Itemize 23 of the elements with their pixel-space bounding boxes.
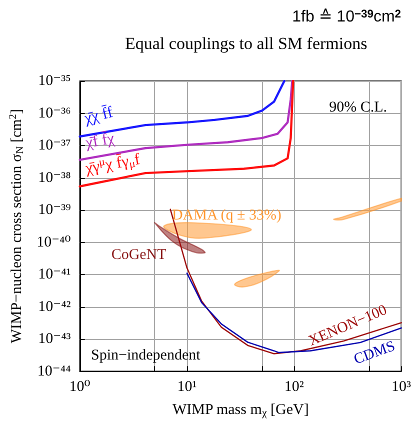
series-label: DAMA (q ± 33%) [172, 207, 282, 224]
y-tick-label: 10⁻³⁸ [38, 170, 71, 186]
annotation: 90% C.L. [329, 100, 388, 116]
y-tick-label: 10⁻³⁹ [38, 202, 71, 218]
series-label: CoGeNT [111, 246, 166, 263]
text: χ̄f f̄χ [83, 129, 117, 152]
x-tick-label: 10² [284, 378, 304, 395]
chart-title: Equal couplings to all SM fermions [125, 34, 368, 53]
text: χ̄χ f̄f [82, 103, 116, 128]
y-tick-label: 10⁻⁴² [38, 298, 72, 315]
y-tick-label: 10⁻³⁶ [38, 105, 71, 122]
annotation: Spin−independent [91, 348, 202, 364]
x-tick-label: 10³ [392, 378, 412, 395]
x-tick-label: 10¹ [177, 378, 197, 395]
x-tick-label: 10⁰ [69, 378, 90, 395]
y-tick-label: 10⁻⁴¹ [38, 266, 71, 282]
y-tick-label: 10⁻⁴⁴ [37, 363, 71, 380]
y-tick-label: 10⁻³⁷ [38, 138, 71, 154]
y-tick-label: 10⁻⁴³ [38, 331, 72, 347]
y-tick-label: 10⁻⁴⁰ [36, 234, 71, 250]
y-axis-title: WIMP−nucleon cross section σN [cm2] [8, 108, 26, 344]
y-tick-label: 10⁻³⁵ [38, 73, 71, 89]
text: χ̄γμχ f̄γμf [83, 150, 142, 178]
